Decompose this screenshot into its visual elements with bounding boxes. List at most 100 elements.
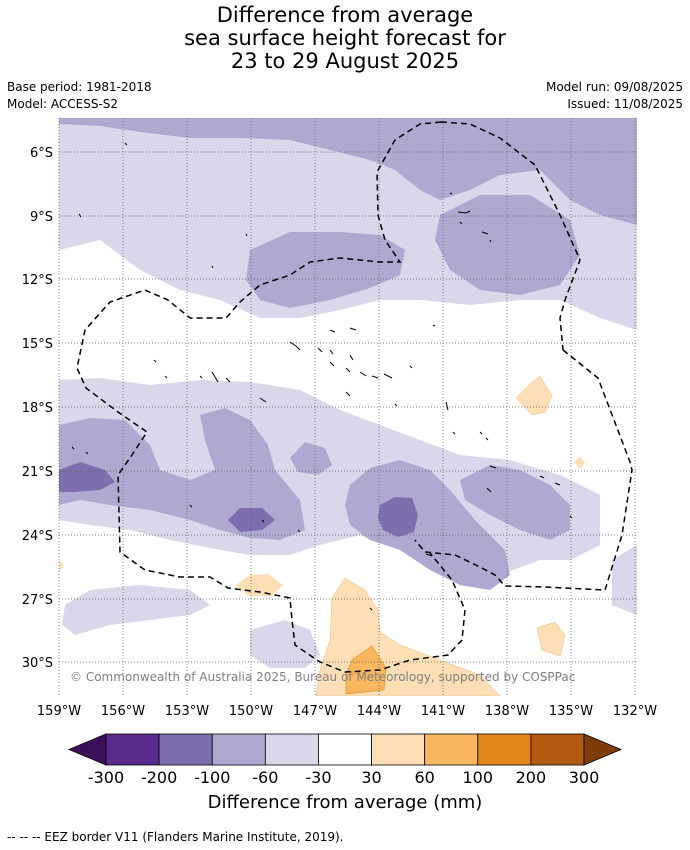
- island: [371, 375, 379, 379]
- colorbar-title: Difference from average (mm): [207, 792, 483, 813]
- title-line-2: sea surface height forecast for: [184, 26, 506, 50]
- lat-label: 9°S: [30, 210, 53, 225]
- lon-label: 153°W: [165, 704, 209, 719]
- island: [369, 607, 373, 611]
- island: [345, 391, 351, 397]
- island: [259, 397, 267, 403]
- lat-label: 24°S: [22, 529, 53, 544]
- island: [349, 327, 357, 331]
- island: [409, 365, 413, 369]
- lon-label: 150°W: [229, 704, 273, 719]
- colorbar-segment: [158, 733, 213, 766]
- model-name: Model: ACCESS-S2: [7, 97, 119, 111]
- colorbar-label: -60: [252, 768, 278, 787]
- island: [479, 431, 483, 435]
- colorbar-label: -100: [194, 768, 230, 787]
- field-pos-east-dot: [574, 456, 585, 469]
- island: [459, 221, 463, 225]
- title-line-1: Difference from average: [216, 3, 474, 27]
- field-light-south-center: [250, 620, 320, 668]
- lat-label: 30°S: [22, 656, 53, 671]
- lon-label: 147°W: [293, 704, 337, 719]
- island: [554, 482, 561, 486]
- lat-label: 21°S: [22, 465, 53, 480]
- copyright-text: © Commonwealth of Australia 2025, Bureau…: [70, 670, 575, 684]
- field-pos-east: [515, 375, 553, 416]
- eez-border-north: [76, 121, 633, 673]
- field-pos-southeast: [536, 621, 566, 657]
- field-pos-core: [345, 645, 387, 695]
- island: [383, 373, 393, 379]
- colorbar-segment: [211, 733, 266, 766]
- island: [489, 239, 492, 243]
- lon-label: 144°W: [357, 704, 401, 719]
- islands: [71, 142, 573, 611]
- lat-label: 18°S: [22, 401, 53, 416]
- title-line-3: 23 to 29 August 2025: [230, 49, 460, 73]
- island: [211, 371, 219, 383]
- colorbar-segment: [424, 733, 479, 766]
- field-mid-south-east: [460, 465, 570, 540]
- colorbar-segment: [318, 733, 372, 766]
- island: [329, 329, 336, 333]
- colorbar-arrow-left: [67, 733, 107, 766]
- field-light-southwest: [62, 585, 210, 635]
- island: [569, 515, 573, 519]
- base-period: Base period: 1981-2018: [7, 80, 152, 94]
- island: [486, 487, 492, 493]
- forecast-map: © Commonwealth of Australia 2025, Bureau…: [22, 118, 657, 787]
- island: [445, 401, 449, 411]
- island: [153, 359, 157, 363]
- field-dark-center: [378, 497, 418, 537]
- lon-label: 135°W: [549, 704, 593, 719]
- island: [164, 375, 168, 379]
- island: [394, 403, 398, 407]
- island: [452, 431, 456, 435]
- island: [199, 375, 203, 379]
- lon-label: 132°W: [613, 704, 657, 719]
- island: [245, 233, 248, 237]
- island: [481, 231, 489, 235]
- field-light-southeast: [612, 545, 637, 615]
- latitude-labels: 6°S 9°S 12°S 15°S 18°S 21°S 24°S 27°S 30°S: [22, 146, 53, 671]
- island: [329, 361, 335, 367]
- island: [349, 354, 354, 361]
- field-mid-south-center: [345, 460, 510, 590]
- field-mid-north-top: [59, 118, 637, 225]
- colorbar-label: -30: [305, 768, 331, 787]
- colorbar-label: -200: [141, 768, 177, 787]
- lat-label: 6°S: [30, 146, 53, 161]
- issued-date: Issued: 11/08/2025: [567, 97, 683, 111]
- island: [457, 210, 471, 214]
- lon-label: 156°W: [101, 704, 145, 719]
- island: [317, 347, 323, 353]
- colorbar-segment: [264, 733, 319, 766]
- colorbar-segment: [530, 733, 585, 766]
- lon-label: 138°W: [485, 704, 529, 719]
- island: [345, 367, 351, 373]
- island: [124, 142, 128, 146]
- lat-label: 15°S: [22, 337, 53, 352]
- colorbar-segment: [105, 733, 160, 766]
- colorbar-segment: [371, 733, 426, 766]
- island: [485, 437, 489, 441]
- model-run: Model run: 09/08/2025: [545, 80, 683, 94]
- lat-label: 12°S: [22, 273, 53, 288]
- lon-label: 159°W: [37, 704, 81, 719]
- field-dark-center-west: [228, 508, 275, 532]
- island: [297, 529, 301, 533]
- island: [78, 213, 82, 218]
- island: [425, 553, 433, 557]
- lat-label: 27°S: [22, 593, 53, 608]
- field-pos-edge: [59, 560, 64, 572]
- island: [359, 371, 367, 377]
- longitude-labels: 159°W 156°W 153°W 150°W 147°W 144°W 141°W 138°W…: [37, 704, 657, 719]
- island: [71, 446, 75, 450]
- island: [225, 377, 231, 383]
- colorbar-label: -300: [88, 768, 124, 787]
- lon-label: 141°W: [421, 704, 465, 719]
- colorbar-label: 100: [463, 768, 494, 787]
- field-mid-north-west: [246, 232, 405, 308]
- island: [432, 324, 436, 327]
- colorbar-label: 30: [361, 768, 381, 787]
